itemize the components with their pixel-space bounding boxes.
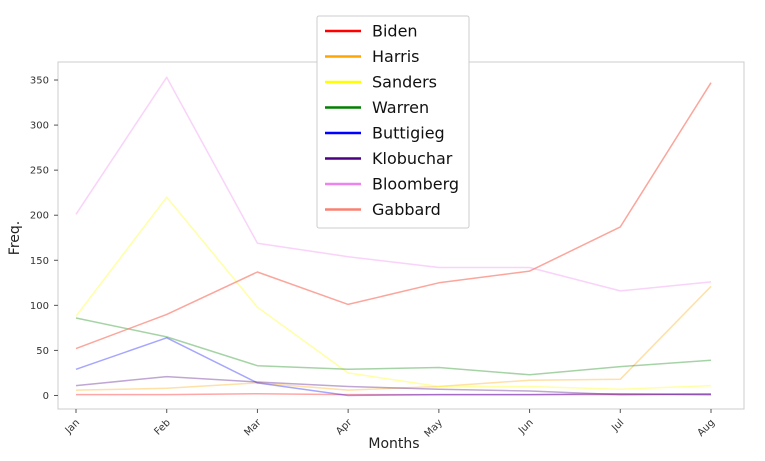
series-line-warren xyxy=(75,317,712,376)
y-tick-label: 250 xyxy=(30,166,49,177)
x-axis-label: Months xyxy=(368,436,419,452)
x-tick-label: Apr xyxy=(334,417,355,438)
legend-item-klobuchar: Klobuchar xyxy=(325,149,453,168)
y-tick-label: 0 xyxy=(43,391,49,402)
legend: Biden Harris Sanders Warren Buttigieg Klobuch… xyxy=(316,15,470,229)
y-tick-label: 150 xyxy=(30,256,49,267)
legend-item-gabbard: Gabbard xyxy=(325,200,441,219)
legend-label: Warren xyxy=(372,98,429,117)
series-line-harris xyxy=(75,285,712,391)
series-line-sanders xyxy=(75,196,712,390)
series-line-bloomberg xyxy=(75,76,712,292)
series-line-klobuchar xyxy=(75,375,712,396)
legend-label: Bloomberg xyxy=(372,175,459,194)
x-tick-label: May xyxy=(423,417,445,439)
legend-label: Harris xyxy=(372,47,420,66)
x-tick-label: Aug xyxy=(696,417,718,439)
x-tick-label: Feb xyxy=(153,417,173,437)
x-tick-label: Jul xyxy=(609,417,626,434)
y-tick-label: 200 xyxy=(30,211,49,222)
legend-item-warren: Warren xyxy=(325,98,429,117)
y-tick-label: 50 xyxy=(36,346,49,357)
x-tick-label: Mar xyxy=(242,417,264,439)
x-tick-label: Jan xyxy=(63,417,82,436)
legend-label: Gabbard xyxy=(372,200,441,219)
x-tick-label: Jun xyxy=(516,417,536,437)
legend-label: Buttigieg xyxy=(372,124,445,143)
legend-label: Sanders xyxy=(372,73,437,92)
series-line-gabbard xyxy=(75,82,712,350)
y-tick-label: 350 xyxy=(30,76,49,87)
legend-item-bloomberg: Bloomberg xyxy=(325,175,459,194)
legend-label: Klobuchar xyxy=(372,149,453,168)
legend-label: Biden xyxy=(372,22,418,41)
series-line-biden xyxy=(76,392,711,396)
legend-item-buttigieg: Buttigieg xyxy=(325,124,445,143)
y-tick-layer: 0 50 100 150 200 250 300 350 xyxy=(30,76,58,402)
legend-box xyxy=(316,15,470,229)
series-line-buttigieg xyxy=(75,337,712,397)
legend-item-harris: Harris xyxy=(325,47,420,66)
y-tick-label: 100 xyxy=(30,301,49,312)
legend-item-biden: Biden xyxy=(325,22,418,41)
y-tick-label: 300 xyxy=(30,121,49,132)
series-layer xyxy=(75,76,712,397)
y-axis-label: Freq. xyxy=(7,221,23,255)
legend-item-sanders: Sanders xyxy=(325,73,437,92)
